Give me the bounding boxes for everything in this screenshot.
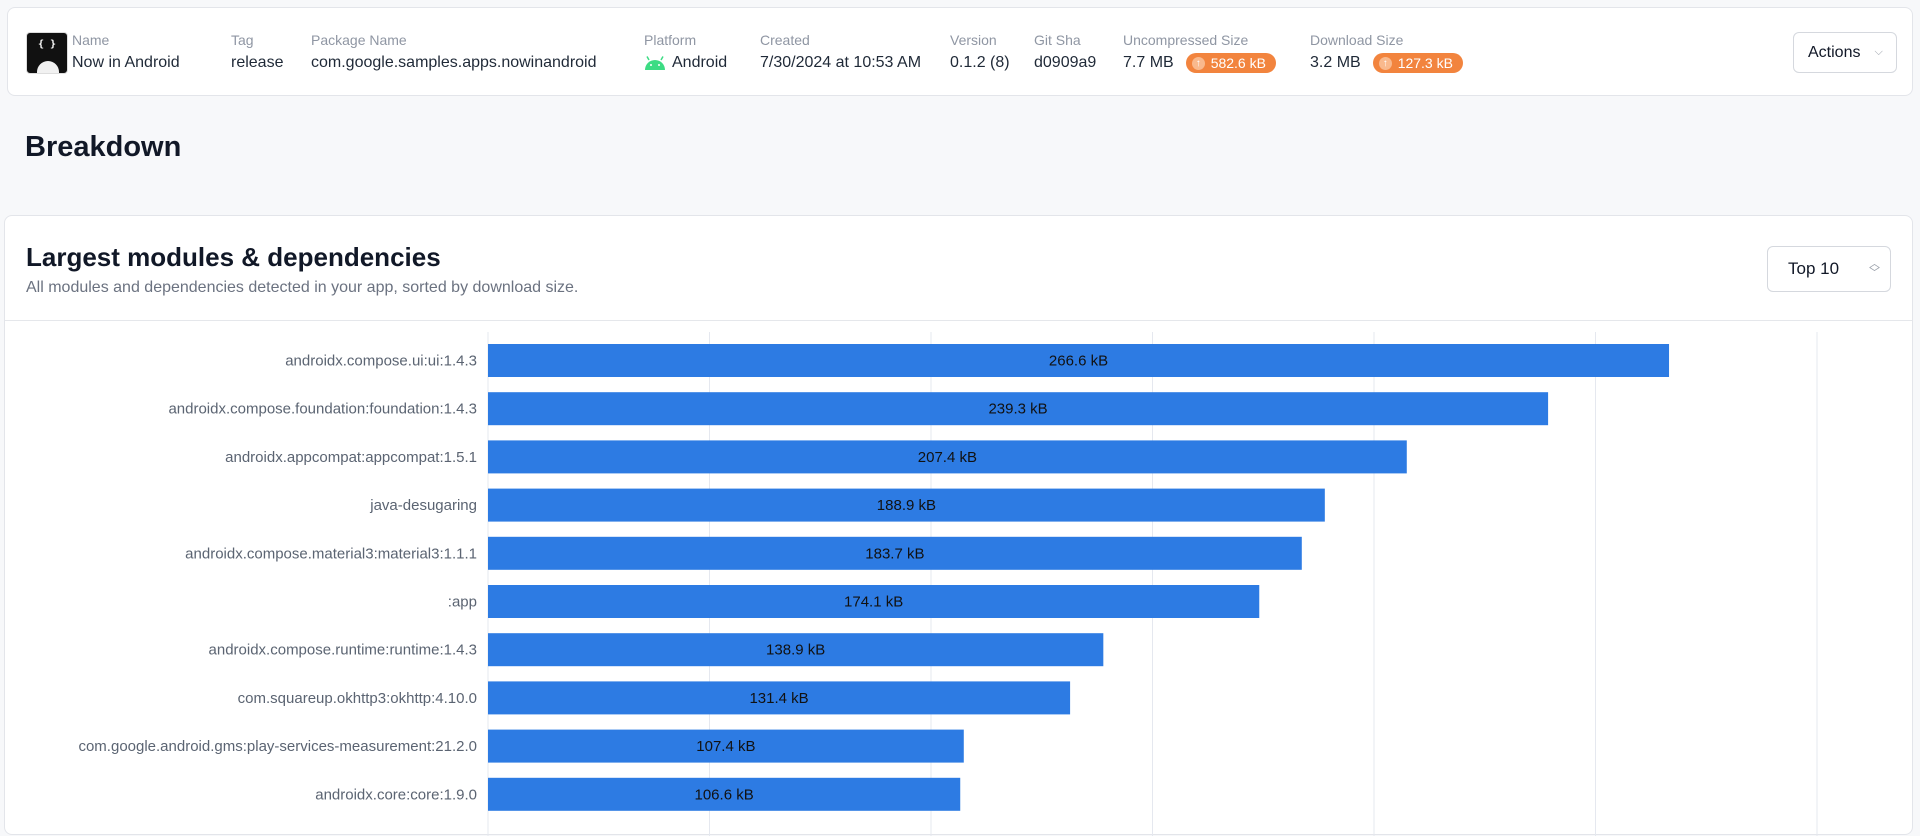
- panel-subtitle: All modules and dependencies detected in…: [26, 279, 579, 296]
- bar: [488, 777, 961, 811]
- bar: [488, 440, 1407, 474]
- bar: [488, 729, 964, 763]
- data-label: 106.6 kB: [695, 786, 754, 803]
- bar: [488, 344, 1670, 377]
- field-git-sha: Git Sha d0909a9: [1034, 32, 1096, 74]
- field-uncompressed-size: Uncompressed Size 7.7 MB ↑ 582.6 kB: [1123, 32, 1276, 74]
- size-delta-badge: ↑ 127.3 kB: [1372, 53, 1463, 73]
- android-icon: [645, 56, 665, 70]
- bar: [488, 681, 1071, 715]
- category-label: com.squareup.okhttp3:okhttp:4.10.0: [238, 690, 477, 707]
- category-label: java-desugaring: [369, 497, 477, 514]
- category-label: androidx.core:core:1.9.0: [315, 786, 477, 803]
- bar: [488, 633, 1104, 667]
- bar: [488, 536, 1302, 570]
- arrow-up-icon: ↑: [1191, 56, 1205, 70]
- app-summary-card: { } Name Now in Android Tag release Packag…: [7, 7, 1913, 96]
- category-label: androidx.compose.runtime:runtime:1.4.3: [209, 642, 477, 659]
- size-delta-badge: ↑ 582.6 kB: [1185, 53, 1276, 73]
- field-package: Package Name com.google.samples.apps.nowi…: [311, 32, 597, 71]
- panel-title: Largest modules & dependencies: [26, 242, 441, 272]
- git-sha-link[interactable]: d0909a9: [1034, 54, 1097, 71]
- data-label: 239.3 kB: [988, 401, 1047, 418]
- top-n-select[interactable]: Top 10 ︿ ﹀: [1767, 246, 1891, 292]
- data-label: 207.4 kB: [918, 449, 977, 466]
- data-label: 174.1 kB: [844, 594, 903, 611]
- actions-button[interactable]: Actions ⌵: [1793, 32, 1897, 73]
- largest-modules-panel: Largest modules & dependencies All modul…: [4, 215, 1913, 836]
- data-label: 266.6 kB: [1049, 353, 1108, 370]
- category-label: androidx.appcompat:appcompat:1.5.1: [225, 449, 477, 466]
- bar: [488, 392, 1549, 426]
- data-label: 107.4 kB: [696, 738, 755, 755]
- data-label: 183.7 kB: [865, 545, 924, 562]
- divider: [5, 320, 1912, 321]
- category-label: :app: [448, 594, 477, 611]
- field-version: Version 0.1.2 (8): [950, 32, 1010, 71]
- field-name: Name Now in Android: [72, 32, 180, 71]
- app-logo: { }: [26, 32, 68, 74]
- field-platform: Platform Android: [644, 32, 728, 71]
- field-download-size: Download Size 3.2 MB ↑ 127.3 kB: [1310, 32, 1463, 74]
- category-label: androidx.compose.foundation:foundation:1…: [168, 401, 477, 418]
- chevron-up-down-icon: ︿ ﹀: [1869, 258, 1881, 279]
- bar: [488, 488, 1325, 522]
- field-tag: Tag release: [231, 32, 284, 71]
- category-label: androidx.compose.material3:material3:1.1…: [185, 545, 477, 562]
- category-label: com.google.android.gms:play-services-mea…: [78, 738, 477, 755]
- data-label: 131.4 kB: [749, 690, 808, 707]
- category-label: androidx.compose.ui:ui:1.4.3: [285, 353, 477, 370]
- page-title: Breakdown: [25, 131, 182, 163]
- bar: [488, 585, 1260, 618]
- data-label: 188.9 kB: [877, 497, 936, 514]
- data-label: 138.9 kB: [766, 642, 825, 659]
- arrow-up-icon: ↑: [1378, 56, 1392, 70]
- chevron-down-icon: ⌵: [1874, 46, 1883, 58]
- field-created: Created 7/30/2024 at 10:53 AM: [760, 32, 922, 71]
- module-size-bar-chart: androidx.compose.ui:ui:1.4.3 266.6 kB andr…: [78, 332, 1818, 836]
